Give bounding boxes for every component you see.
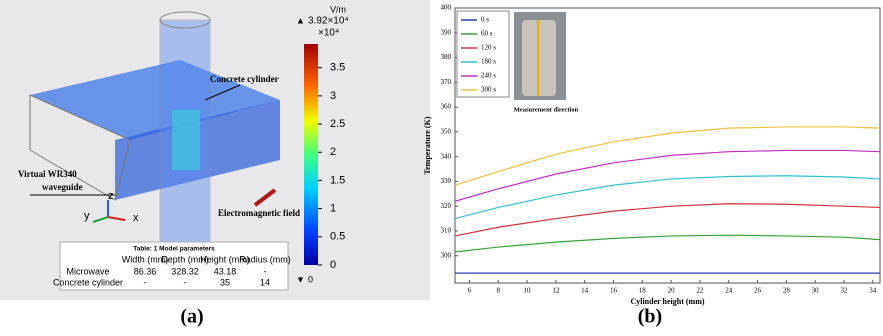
colorbar-unit: V/m [330, 4, 346, 14]
y-tick-label: 380 [441, 53, 452, 61]
waveguide-edge [29, 94, 131, 201]
label: waveguide [42, 182, 83, 192]
legend-label: 180 s [481, 58, 496, 66]
y-tick-label: 360 [441, 103, 452, 111]
panel-a: Concrete cylinder Virtual WR340 waveguid… [0, 0, 430, 328]
legend-label: 0 s [481, 16, 489, 24]
table-cell: Microwave [66, 266, 109, 276]
table-cell: - [144, 277, 147, 287]
colorbar-min: 0 [308, 274, 313, 284]
colorbar-tick-label: 2.5 [330, 118, 345, 130]
x-tick-label: 8 [496, 287, 500, 295]
y-tick-label: 340 [441, 152, 452, 160]
x-tick-label: 6 [468, 287, 472, 295]
table-title: Table: 1 Model parameters [133, 246, 215, 253]
y-tick-label: 300 [441, 251, 452, 259]
field-arrow [253, 188, 277, 207]
colorbar-tick-label: 2 [330, 146, 336, 158]
axis [92, 216, 109, 223]
colorbar [304, 44, 318, 265]
colorbar-tick-label: 0 [330, 259, 336, 271]
series-line [454, 149, 881, 202]
colorbar-tick-label: 3.5 [330, 62, 345, 74]
label: Virtual WR340 [18, 169, 77, 179]
y-tick-label: 400 [441, 4, 452, 12]
table-cell: 14 [260, 277, 270, 287]
legend-label: 60 s [481, 30, 493, 38]
table-cell: 43.18 [214, 266, 237, 276]
x-tick-label: 18 [639, 287, 647, 295]
x-tick-label: 32 [840, 287, 848, 295]
label: Electromagnetic field [218, 208, 300, 218]
x-tick-label: 28 [783, 287, 791, 295]
colorbar-tick-label: 3 [330, 90, 336, 102]
series-line [454, 234, 881, 253]
colorbar-tick-label: 1.5 [330, 174, 345, 186]
x-tick-label: 22 [696, 287, 704, 295]
y-axis-label: Temperature (K) [423, 116, 432, 174]
table [59, 241, 289, 291]
y-tick-label: 390 [441, 28, 452, 36]
colorbar-tick-label: 0.5 [330, 231, 345, 243]
table-cell: 35 [220, 277, 230, 287]
table-header: Radius (mm) [239, 254, 291, 264]
axis-label: z [108, 190, 114, 202]
legend-label: 120 s [481, 44, 496, 52]
x-tick-label: 34 [869, 287, 877, 295]
table-header: Width (mm) [122, 254, 169, 264]
series-line [454, 126, 881, 186]
concrete [172, 110, 200, 170]
caption: (a) [180, 306, 203, 328]
series-line [454, 175, 881, 220]
colorbar-max: 3.92×10⁴ [308, 16, 349, 27]
x-tick-label: 24 [725, 287, 733, 295]
y-tick-label: 350 [441, 127, 452, 135]
y-tick-label: 320 [441, 202, 452, 210]
axis-label: y [84, 210, 90, 222]
x-tick-label: 20 [668, 287, 676, 295]
x-tick-label: 10 [524, 287, 532, 295]
table-cell: - [264, 266, 267, 276]
table-cell: - [184, 277, 187, 287]
table-cell: Concrete cylinder [53, 277, 123, 287]
marker: ▲ [296, 15, 305, 25]
x-axis-label: Cylinder height (mm) [630, 297, 704, 306]
axis-label: x [133, 212, 139, 224]
colorbar-tick-label: 1 [330, 203, 336, 215]
caption: (b) [638, 306, 662, 328]
x-tick-label: 12 [552, 287, 560, 295]
panel-b: (b) 300 310 320 330 340 350 360 370 380 390 400 6 8 1… [423, 4, 881, 328]
legend-label: 240 s [481, 72, 496, 80]
inset-caption: Measurement direction [514, 106, 579, 113]
colorbar-multiplier: ×10⁴ [318, 28, 339, 39]
x-tick-label: 14 [581, 287, 589, 295]
pointer [204, 84, 241, 101]
waveguide-top [30, 60, 280, 140]
axis [107, 216, 126, 221]
cylinder-top [159, 11, 211, 29]
table-header: Height (mm) [200, 254, 250, 264]
legend [456, 10, 510, 98]
legend-label: 300 s [481, 86, 496, 94]
table-cell: 86.36 [134, 266, 157, 276]
x-tick-label: 16 [610, 287, 618, 295]
marker: ▼ [296, 274, 305, 284]
y-tick-label: 310 [441, 227, 452, 235]
label: Concrete cylinder [210, 74, 279, 84]
x-tick-label: 30 [812, 287, 820, 295]
table-header: Depth (mm) [161, 254, 209, 264]
table-cell: 328.32 [171, 266, 199, 276]
y-tick-label: 370 [441, 78, 452, 86]
x-tick-label: 26 [754, 287, 762, 295]
y-tick-label: 330 [441, 177, 452, 185]
series-line [454, 203, 881, 237]
